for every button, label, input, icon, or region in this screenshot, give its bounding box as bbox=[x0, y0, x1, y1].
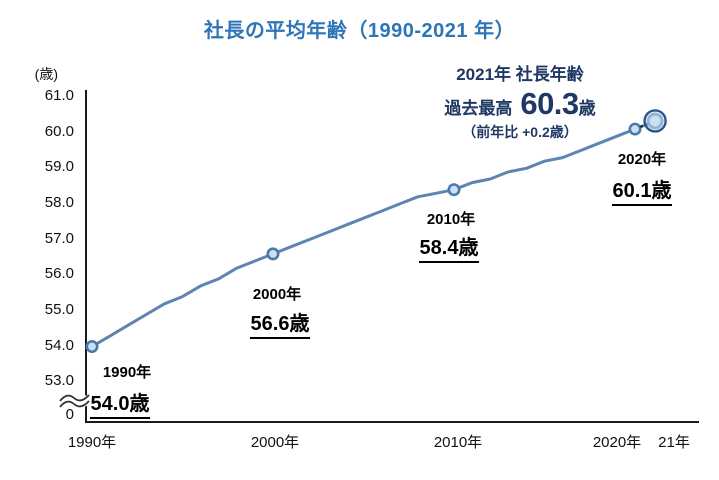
point-year-label: 2010年 bbox=[426, 211, 476, 228]
annotation-record-label: 過去最高 bbox=[444, 99, 513, 118]
x-tick-label: 2000年 bbox=[250, 434, 300, 451]
annotation-line3: （前年比 +0.2歳） bbox=[462, 124, 578, 140]
age-trend-line bbox=[91, 120, 654, 348]
x-axis-line bbox=[85, 421, 699, 423]
y-tick-label: 61.0 bbox=[44, 87, 74, 104]
highlight-ring-2021 bbox=[643, 109, 667, 133]
point-year-label: 1990年 bbox=[102, 364, 152, 381]
x-tick-label: 2010年 bbox=[433, 434, 483, 451]
x-tick-label: 2020年 bbox=[592, 434, 642, 451]
annotation-record-unit: 歳 bbox=[578, 99, 596, 118]
annotation-line2: 過去最高 60.3 歳 bbox=[415, 86, 625, 122]
y-tick-label: 57.0 bbox=[44, 229, 74, 247]
point-value-label: 54.0歳 bbox=[60, 387, 180, 419]
data-point-marker-1990 bbox=[85, 340, 99, 354]
point-year-label: 2020年 bbox=[617, 151, 667, 168]
record-high-annotation: 2021年 社長年齢 過去最高 60.3 歳 （前年比 +0.2歳） bbox=[415, 60, 625, 142]
highlight-marker-2021 bbox=[646, 112, 664, 130]
y-tick-label: 59.0 bbox=[44, 158, 74, 176]
point-year-label: 2000年 bbox=[252, 286, 302, 303]
point-value-label: 56.6歳 bbox=[220, 307, 340, 339]
data-point-marker-2010 bbox=[447, 183, 461, 197]
y-tick-label: 56.0 bbox=[44, 265, 74, 283]
point-value-label: 58.4歳 bbox=[389, 231, 509, 263]
point-value-label: 60.1歳 bbox=[582, 174, 702, 206]
y-origin-label: 0 bbox=[65, 406, 74, 423]
y-axis-unit-label: (歳) bbox=[34, 66, 58, 82]
annotation-record-value: 60.3 bbox=[520, 86, 579, 121]
annotation-line1: 2021年 社長年齢 bbox=[456, 65, 584, 84]
x-tick-label: 21年 bbox=[658, 434, 690, 451]
x-tick-label: 1990年 bbox=[67, 434, 117, 451]
y-tick-label: 53.0 bbox=[44, 372, 74, 390]
axis-break-icon bbox=[58, 394, 93, 408]
data-point-marker-2000 bbox=[266, 247, 280, 261]
y-axis-line bbox=[85, 90, 87, 422]
data-point-marker-2020 bbox=[628, 122, 642, 136]
y-tick-label: 55.0 bbox=[44, 300, 74, 318]
y-tick-label: 58.0 bbox=[44, 193, 74, 211]
y-tick-label: 60.0 bbox=[44, 122, 74, 140]
y-tick-label: 54.0 bbox=[44, 336, 74, 354]
chart-title: 社長の平均年齢（1990-2021 年） bbox=[203, 20, 516, 42]
